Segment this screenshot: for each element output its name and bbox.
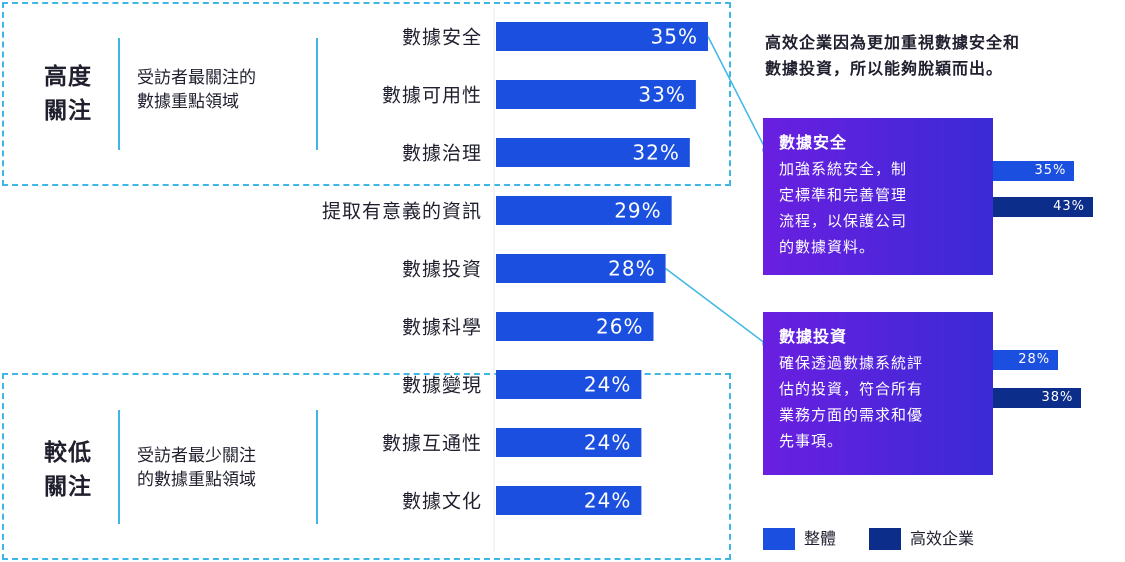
callout-data-investment: 數據投資 確保透過數據系統評 估的投資，符合所有 業務方面的需求和優 先事項。 [763, 312, 993, 475]
callout-top-performer-bar: 43% [993, 197, 1093, 217]
bar [496, 138, 690, 167]
high-focus-divider-right [316, 38, 318, 150]
callout-title: 數據投資 [779, 327, 848, 346]
callout-overall-bar: 35% [993, 161, 1075, 181]
bar-value-label: 32% [632, 141, 679, 165]
high-focus-title: 高度 關注 [44, 64, 92, 124]
legend-label-top-performers: 高效企業 [910, 529, 975, 548]
low-focus-divider-left [118, 410, 120, 524]
bar [496, 312, 654, 341]
category-label: 數據科學 [402, 317, 482, 339]
high-focus-divider-left [118, 38, 120, 150]
low-focus-title: 較低 關注 [44, 440, 92, 500]
high-focus-description: 受訪者最關注的 數據重點領域 [137, 68, 256, 112]
bar-value-label: 26% [596, 315, 643, 339]
callout-connector-line [665, 267, 767, 345]
category-label: 數據文化 [402, 491, 482, 513]
legend-swatch-top-performers [869, 528, 901, 550]
bar-value-label: 24% [584, 431, 631, 455]
bar-value-label: 28% [608, 257, 655, 281]
callout-body: 確保透過數據系統評 估的投資，符合所有 業務方面的需求和優 先事項。 [779, 354, 924, 450]
legend-swatch-overall [763, 528, 795, 550]
callout-overall-bar: 28% [993, 350, 1059, 370]
category-label: 數據互通性 [382, 433, 482, 455]
bar [496, 428, 642, 457]
category-label: 提取有意義的資訊 [322, 201, 482, 223]
bar [496, 80, 696, 109]
category-label: 數據變現 [402, 375, 482, 397]
bar-value-label: 24% [584, 373, 631, 397]
high-focus-box [2, 2, 731, 186]
callout-top-performer-bar: 38% [993, 388, 1082, 408]
bar-value-label: 35% [651, 25, 698, 49]
bar [496, 196, 672, 225]
bar-value-label: 29% [614, 199, 661, 223]
legend-label-overall: 整體 [804, 529, 837, 548]
bar [496, 254, 666, 283]
callout-data-security: 數據安全 加強系統安全，制 定標準和完善管理 流程，以保護公司 的數據資料。 [763, 118, 993, 275]
bar [496, 370, 642, 399]
callout-title: 數據安全 [779, 133, 848, 152]
bar-value-label: 24% [584, 489, 631, 513]
low-focus-divider-right [316, 410, 318, 524]
bar [496, 486, 642, 515]
bar-value-label: 33% [638, 83, 685, 107]
category-label: 數據投資 [402, 259, 482, 281]
category-label: 數據安全 [402, 27, 482, 49]
callout-body: 加強系統安全，制 定標準和完善管理 流程，以保護公司 的數據資料。 [779, 160, 908, 256]
category-label: 數據治理 [402, 143, 482, 165]
category-label: 數據可用性 [382, 85, 482, 107]
low-focus-description: 受訪者最少關注 的數據重點領域 [137, 446, 256, 490]
headline-text: 高效企業因為更加重視數據安全和 數據投資，所以能夠脫穎而出。 [765, 33, 1021, 78]
low-focus-box [2, 373, 731, 560]
callout-connector-line [707, 36, 767, 151]
bar [496, 22, 708, 51]
